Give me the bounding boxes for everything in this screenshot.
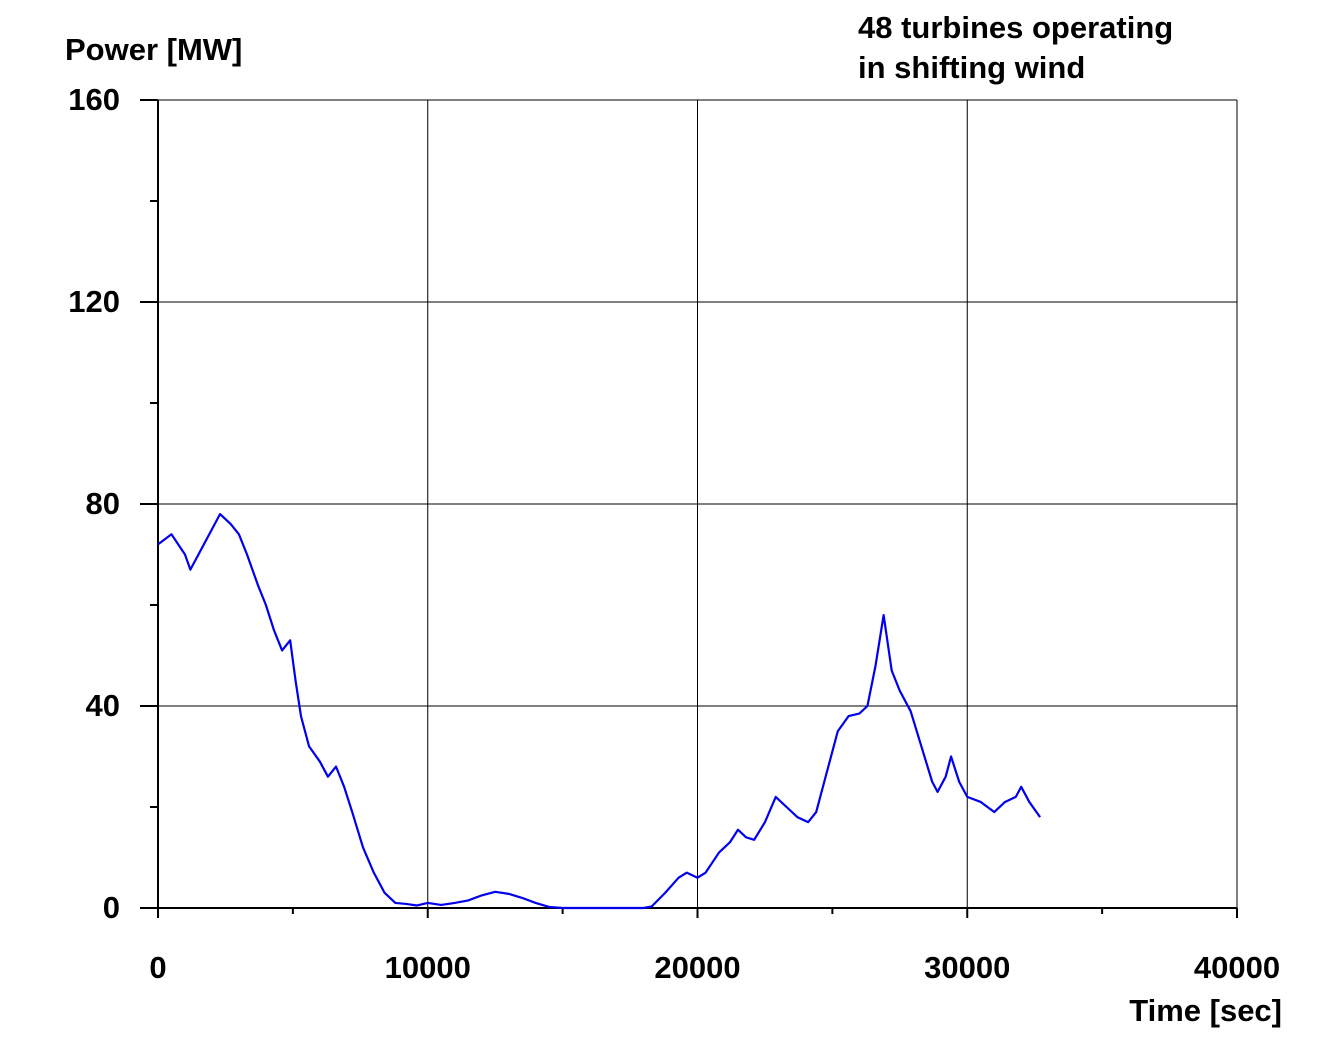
y-tick-label: 40 bbox=[86, 688, 120, 723]
annotation: 48 turbines operating bbox=[858, 10, 1173, 45]
x-tick-label: 0 bbox=[149, 950, 166, 985]
y-tick-label: 160 bbox=[68, 82, 120, 117]
annotation: in shifting wind bbox=[858, 50, 1085, 85]
y-tick-label: 80 bbox=[86, 486, 120, 521]
x-tick-label: 40000 bbox=[1194, 950, 1280, 985]
x-tick-label: 10000 bbox=[385, 950, 471, 985]
data-line bbox=[157, 513, 1041, 910]
x-tick-label: 30000 bbox=[924, 950, 1010, 985]
y-axis-title: Power [MW] bbox=[65, 32, 242, 67]
x-axis-title: Time [sec] bbox=[1129, 993, 1282, 1028]
y-tick-label: 0 bbox=[103, 890, 120, 925]
x-tick-label: 20000 bbox=[654, 950, 740, 985]
y-tick-label: 120 bbox=[68, 284, 120, 319]
